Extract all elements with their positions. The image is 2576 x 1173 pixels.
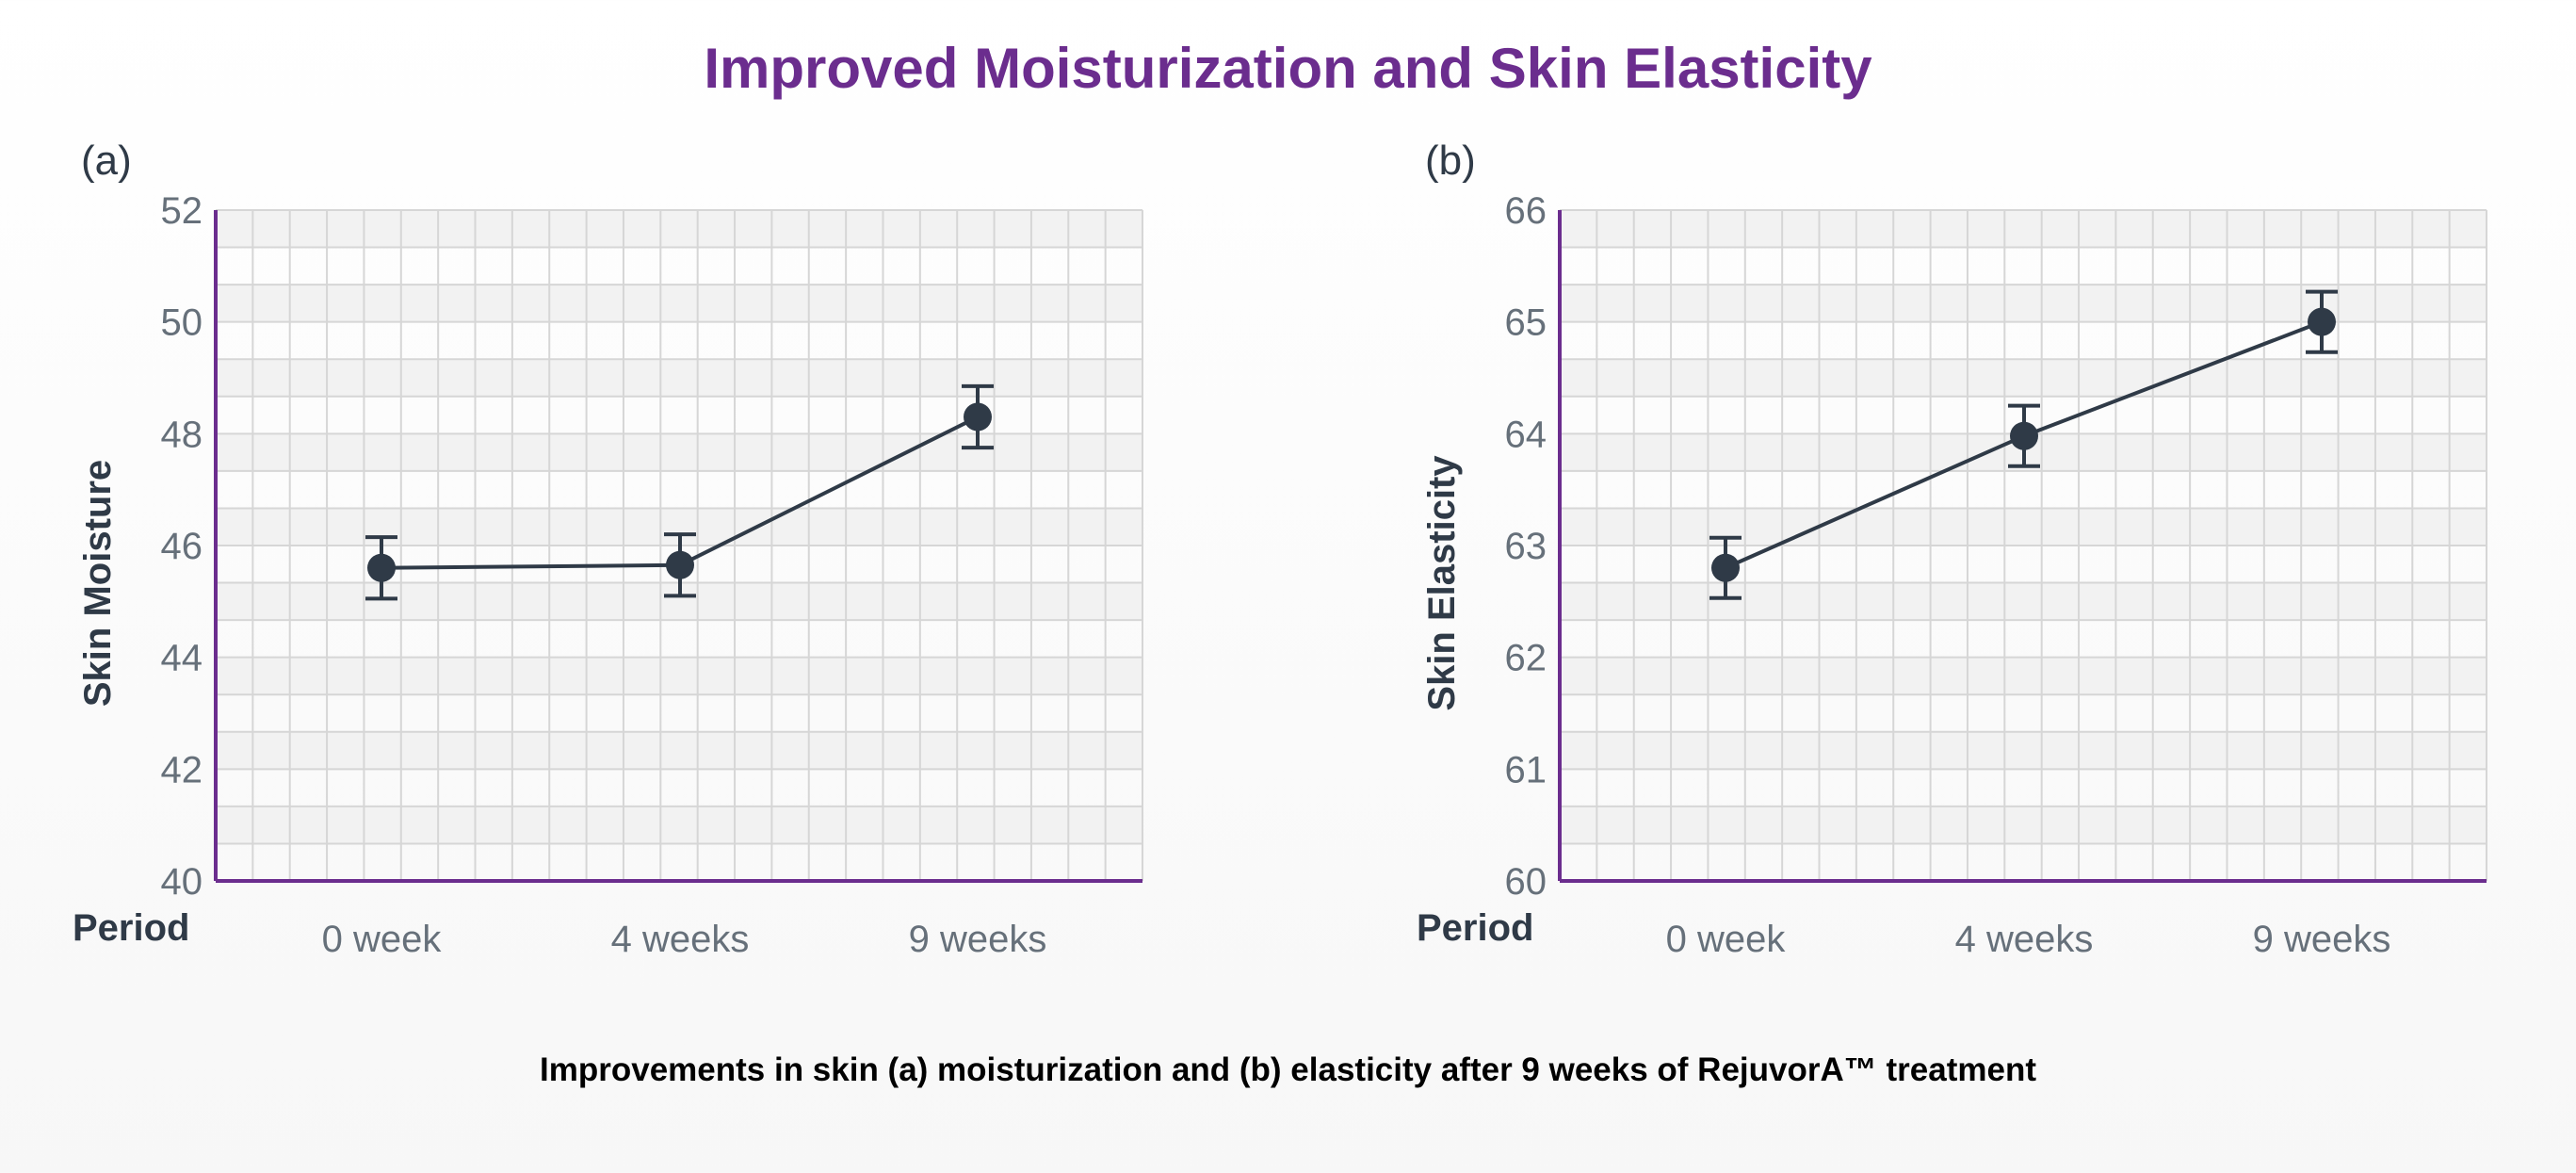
y-tick-label: 60 — [1505, 861, 1547, 903]
grid-band — [216, 731, 1142, 770]
y-tick-label: 52 — [161, 190, 203, 232]
y-tick-label: 63 — [1505, 526, 1547, 567]
grid-band — [216, 210, 1142, 248]
grid-band — [1560, 210, 2487, 248]
data-point — [2010, 421, 2038, 450]
data-point — [1711, 553, 1740, 582]
x-category-label: 4 weeks — [1955, 919, 2094, 960]
data-point — [367, 553, 396, 582]
x-category-label: 9 weeks — [909, 919, 1047, 960]
data-point — [2308, 307, 2336, 336]
panel-label: (b) — [1425, 138, 1476, 184]
grid-band — [216, 359, 1142, 397]
data-point — [666, 550, 694, 579]
grid-band — [1560, 508, 2487, 546]
y-axis-title: Skin Moisture — [77, 460, 119, 707]
data-point — [964, 402, 992, 432]
grid-band — [1560, 731, 2487, 770]
x-axis-title: Period — [1417, 907, 1533, 949]
y-tick-label: 61 — [1505, 749, 1547, 790]
y-tick-label: 48 — [161, 414, 203, 455]
y-tick-label: 42 — [161, 749, 203, 790]
x-category-label: 0 week — [1666, 919, 1787, 960]
y-tick-label: 66 — [1505, 190, 1547, 232]
grid-band — [1560, 657, 2487, 695]
grid-band — [1560, 806, 2487, 844]
chart-panel-b: 60 61 62 63 64 65 66 0 week 4 weeks 9 weeks Period… — [1417, 138, 2487, 960]
y-tick-label: 44 — [161, 638, 203, 679]
x-category-label: 9 weeks — [2253, 919, 2391, 960]
figure-title: Improved Moisturization and Skin Elastic… — [704, 37, 1872, 100]
figure-caption: Improvements in skin (a) moisturization … — [540, 1051, 2036, 1088]
y-tick-label: 65 — [1505, 302, 1547, 344]
grid-band — [216, 285, 1142, 322]
x-axis-title: Period — [73, 907, 189, 949]
grid-band — [216, 433, 1142, 471]
y-tick-label: 46 — [161, 526, 203, 567]
y-tick-label: 40 — [161, 861, 203, 903]
x-category-label: 0 week — [322, 919, 443, 960]
x-category-label: 4 weeks — [611, 919, 750, 960]
plot-area — [214, 209, 1143, 883]
y-tick-label: 64 — [1505, 414, 1547, 455]
grid-band — [1560, 582, 2487, 621]
panel-label: (a) — [81, 138, 132, 184]
chart-panel-a: 40 42 44 46 48 50 52 0 week 4 weeks 9 weeks Period… — [73, 138, 1143, 960]
grid-band — [1560, 359, 2487, 397]
y-tick-label: 62 — [1505, 638, 1547, 679]
grid-band — [216, 657, 1142, 695]
grid-band — [1560, 285, 2487, 322]
y-tick-label: 50 — [161, 302, 203, 344]
grid-band — [216, 806, 1142, 844]
y-axis-title: Skin Elasticity — [1421, 455, 1463, 711]
plot-area — [1558, 209, 2487, 883]
